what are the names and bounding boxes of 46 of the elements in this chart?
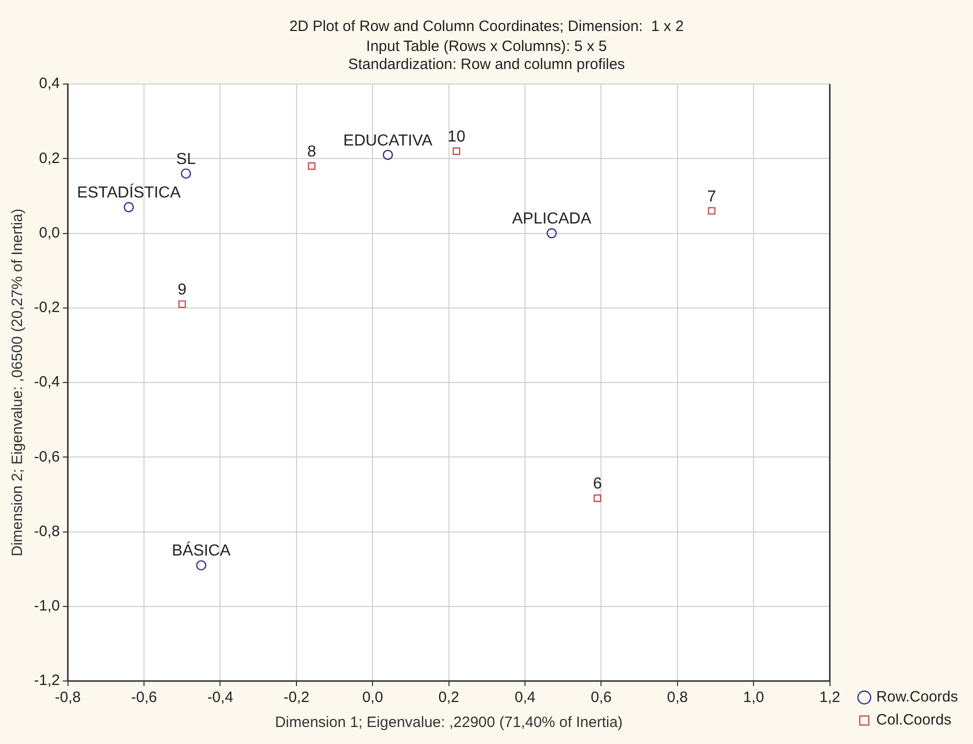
annotation: BÁSICA bbox=[172, 542, 231, 560]
y-axis-title: Dimension 2; Eigenvalue: ,06500 (20,27% of Inertia) bbox=[9, 208, 26, 556]
x-tick-label: -0,4 bbox=[207, 689, 234, 706]
y-tick-label: -1,2 bbox=[34, 672, 60, 690]
x-tick-label: 1,2 bbox=[819, 689, 840, 706]
x-tick-label: 0,4 bbox=[514, 689, 536, 706]
x-tick-label: -0,8 bbox=[54, 689, 81, 706]
annotation: EDUCATIVA bbox=[343, 132, 433, 150]
y-tick-label: -1,0 bbox=[34, 598, 60, 615]
x-tick-label: 0,0 bbox=[362, 689, 384, 706]
point bbox=[308, 162, 316, 170]
legend-label: Col.Coords bbox=[876, 712, 952, 729]
point bbox=[180, 168, 192, 179]
annotation: 10 bbox=[448, 128, 466, 146]
annotation: APLICADA bbox=[512, 210, 592, 228]
annotation: 9 bbox=[178, 282, 187, 299]
annotation: 6 bbox=[592, 476, 602, 493]
y-tick-label: -0,4 bbox=[34, 374, 60, 391]
point bbox=[196, 560, 206, 570]
chart-title: 2D Plot of Row and Column Coordinates; Dimension: 1 x 2 bbox=[289, 18, 684, 36]
x-tick-label: -0,2 bbox=[284, 689, 310, 706]
legend-label: Row.Coords bbox=[876, 688, 958, 706]
y-tick-label: -0,6 bbox=[34, 448, 60, 466]
x-tick-label: 0,6 bbox=[590, 689, 612, 706]
x-axis-title: Dimension 1; Eigenvalue: ,22900 (71,40% of Inertia) bbox=[274, 714, 623, 732]
x-tick-label: 1,0 bbox=[743, 689, 764, 706]
y-tick-label: 0,0 bbox=[38, 224, 60, 242]
y-tick-label: -0,2 bbox=[34, 299, 60, 316]
annotation: SL bbox=[176, 150, 196, 168]
annotation: 7 bbox=[707, 188, 716, 206]
point bbox=[452, 147, 460, 155]
annotation: 8 bbox=[307, 143, 316, 160]
point bbox=[178, 300, 186, 308]
y-tick-label: 0,2 bbox=[38, 150, 60, 167]
x-tick-label: 0,2 bbox=[438, 689, 460, 706]
point bbox=[382, 150, 393, 160]
point bbox=[546, 228, 557, 238]
point bbox=[594, 494, 602, 502]
x-tick-label: 0,8 bbox=[666, 689, 688, 706]
annotation: ESTADÍSTICA bbox=[76, 184, 181, 202]
x-tick-label: -0,6 bbox=[131, 689, 157, 706]
y-tick-label: -0,8 bbox=[34, 522, 60, 540]
point bbox=[708, 207, 716, 215]
point bbox=[124, 202, 134, 212]
chart-subtitle: Input Table (Rows x Columns): 5 x 5 Standardization: Row and column profiles bbox=[348, 38, 625, 74]
y-tick-label: 0,4 bbox=[38, 75, 60, 92]
